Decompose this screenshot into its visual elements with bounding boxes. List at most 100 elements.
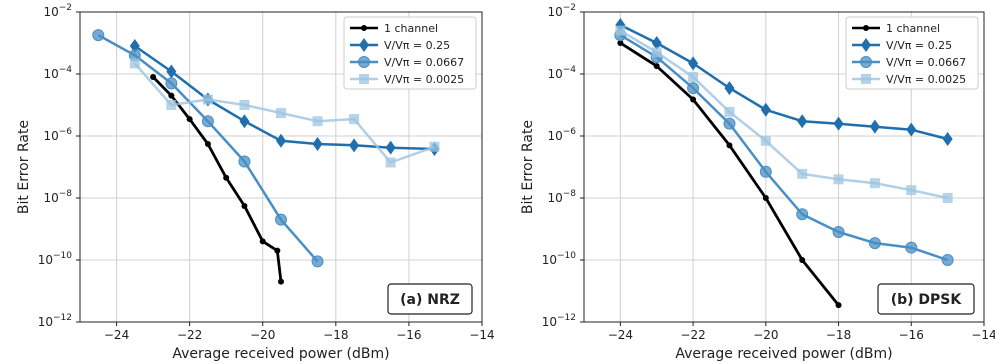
data-point xyxy=(202,94,213,105)
data-point xyxy=(129,58,140,69)
x-axis-label: Average received power (dBm) xyxy=(675,346,892,362)
data-point xyxy=(312,137,323,152)
data-point xyxy=(276,108,286,119)
data-point xyxy=(869,119,880,134)
x-tick-label: −24 xyxy=(608,328,633,342)
x-tick-label: −16 xyxy=(899,328,924,342)
panel-tag: (b) DPSK xyxy=(877,283,975,315)
data-point xyxy=(832,226,845,239)
y-tick-label: 10−6 xyxy=(547,127,576,143)
legend: 1 channel V/Vπ = 0.25 V/Vπ = 0.0667 V/Vπ = … xyxy=(845,16,979,90)
data-point xyxy=(651,36,662,50)
plot-frame xyxy=(79,11,483,323)
legend-swatch-marker xyxy=(359,74,369,84)
data-point xyxy=(724,81,735,96)
data-point xyxy=(653,63,660,70)
series-square xyxy=(615,25,953,203)
data-point xyxy=(760,135,771,146)
data-point xyxy=(278,278,284,285)
data-point xyxy=(906,122,917,137)
data-point xyxy=(833,116,844,131)
data-point xyxy=(868,237,881,250)
data-point xyxy=(688,72,699,83)
panel-tag-box xyxy=(877,283,975,315)
x-tick-label: −14 xyxy=(971,328,995,342)
data-point xyxy=(429,141,440,152)
data-point xyxy=(276,133,286,148)
legend-entry: V/Vπ = 0.25 xyxy=(886,39,952,52)
series-line xyxy=(619,34,949,262)
x-tick-label: −24 xyxy=(104,328,129,342)
legend-entry: V/Vπ = 0.0667 xyxy=(384,56,464,69)
legend-entry: 1 channel xyxy=(384,22,438,35)
data-point xyxy=(166,64,177,79)
data-point xyxy=(942,193,953,203)
y-tick-label: 10−10 xyxy=(38,251,73,267)
data-point xyxy=(223,174,230,181)
y-tick-label: 10−8 xyxy=(547,189,576,205)
data-point xyxy=(204,141,211,148)
data-point xyxy=(241,203,248,210)
data-point xyxy=(312,116,323,127)
data-point xyxy=(799,257,806,263)
x-tick-label: −18 xyxy=(323,328,348,342)
legend-entry: V/Vπ = 0.0025 xyxy=(384,73,464,86)
data-point xyxy=(150,74,157,81)
y-axis-label: Bit Error Rate xyxy=(520,120,536,214)
y-tick-label: 10−12 xyxy=(542,313,576,329)
data-point xyxy=(796,208,809,221)
data-point xyxy=(201,115,214,128)
data-point xyxy=(617,40,624,46)
data-point xyxy=(168,92,175,99)
data-point xyxy=(349,114,360,125)
series-line xyxy=(619,29,948,200)
legend-swatch-marker xyxy=(861,38,871,52)
data-point xyxy=(186,116,193,123)
y-tick-label: 10−10 xyxy=(542,251,577,267)
series-line xyxy=(97,34,319,263)
data-point xyxy=(760,102,771,117)
data-point xyxy=(238,155,251,168)
data-point xyxy=(906,185,917,196)
data-point xyxy=(651,47,662,58)
series-square xyxy=(129,58,440,168)
data-point xyxy=(166,100,177,110)
data-point xyxy=(239,100,250,110)
data-point xyxy=(311,255,324,268)
plot-frame xyxy=(583,11,985,323)
legend-box xyxy=(845,16,979,90)
x-tick-label: −18 xyxy=(826,328,851,342)
y-tick-label: 10−2 xyxy=(43,3,72,19)
legend-swatch-marker xyxy=(361,25,367,31)
data-point xyxy=(688,56,699,71)
panel-tag-box xyxy=(387,283,473,315)
legend-entry: 1 channel xyxy=(886,22,940,35)
data-point xyxy=(759,165,772,178)
data-point xyxy=(797,114,808,129)
panel-tag: (a) NRZ xyxy=(387,283,473,315)
data-point xyxy=(615,25,626,36)
data-point xyxy=(905,241,918,254)
legend-swatch-marker xyxy=(860,56,872,68)
y-tick-label: 10−12 xyxy=(38,313,72,329)
data-point xyxy=(723,117,736,130)
legend-box xyxy=(343,16,477,90)
data-point xyxy=(762,195,769,201)
legend-swatch-marker xyxy=(359,38,369,52)
y-tick-label: 10−2 xyxy=(547,3,576,19)
data-point xyxy=(869,178,880,189)
panel-tag-label: (b) DPSK xyxy=(891,292,963,308)
chart-panel-dpsk: −24 −22 −20 −18 −16 −14 10−12 10−10 10−8 10−6 10−4… xyxy=(520,3,995,362)
x-axis-label: Average received power (dBm) xyxy=(172,346,389,362)
legend: 1 channel V/Vπ = 0.25 V/Vπ = 0.0667 V/Vπ = … xyxy=(343,16,477,90)
data-point xyxy=(239,114,250,129)
data-point xyxy=(724,106,735,117)
data-point xyxy=(835,302,842,309)
data-point xyxy=(385,140,396,155)
legend-swatch-marker xyxy=(358,56,370,68)
y-tick-label: 10−4 xyxy=(43,65,72,81)
y-tick-label: 10−8 xyxy=(43,189,72,205)
x-tick-label: −20 xyxy=(753,328,778,342)
series-diamond xyxy=(615,18,953,147)
